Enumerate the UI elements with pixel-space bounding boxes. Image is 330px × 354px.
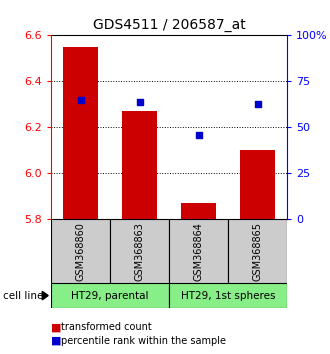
Text: ■: ■ [51,322,62,332]
Bar [169,219,228,283]
Bar [169,283,287,308]
Text: GSM368865: GSM368865 [252,222,263,281]
Text: percentile rank within the sample: percentile rank within the sample [61,336,226,346]
Bar [110,219,169,283]
Bar [228,219,287,283]
Bar [51,219,110,283]
Bar [240,150,275,219]
Text: cell line: cell line [3,291,44,301]
Point [196,132,201,138]
Point [137,99,142,104]
Bar [51,283,169,308]
Text: GSM368864: GSM368864 [194,222,204,281]
Text: HT29, parental: HT29, parental [71,291,149,301]
Text: transformed count: transformed count [61,322,152,332]
Text: GSM368860: GSM368860 [76,222,86,281]
Text: HT29, 1st spheres: HT29, 1st spheres [181,291,275,301]
Text: ■: ■ [51,336,62,346]
Text: GSM368863: GSM368863 [135,222,145,281]
Bar [63,47,98,219]
Point [78,97,83,103]
Bar [122,112,157,219]
Bar [181,203,216,219]
Title: GDS4511 / 206587_at: GDS4511 / 206587_at [93,18,246,32]
Point [255,101,260,106]
